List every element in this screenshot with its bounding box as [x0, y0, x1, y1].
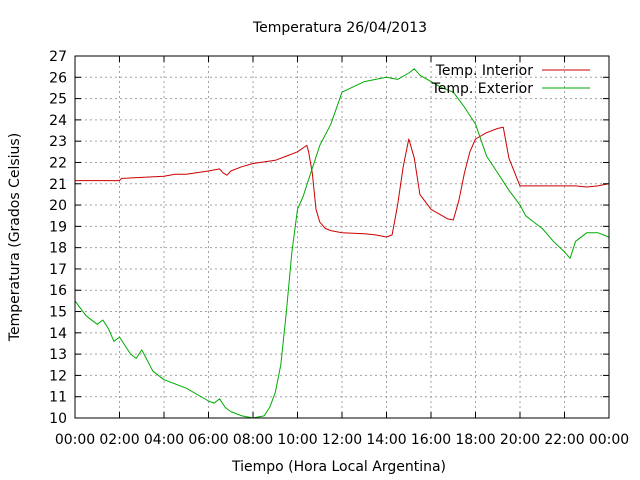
y-tick-label: 26	[49, 70, 67, 86]
x-tick-label: 12:00	[322, 432, 362, 448]
x-tick-label: 00:00	[55, 432, 95, 448]
series-line-interior	[75, 126, 609, 238]
y-tick-label: 17	[49, 262, 67, 278]
x-tick-label: 22:00	[544, 432, 584, 448]
chart-title: Temperatura 26/04/2013	[252, 20, 427, 36]
x-tick-label: 20:00	[500, 432, 540, 448]
x-tick-label: 08:00	[233, 432, 273, 448]
legend-label: Temp. Interior	[435, 63, 534, 79]
y-axis-label: Temperatura (Grados Celsius)	[7, 133, 23, 342]
y-tick-label: 24	[49, 113, 67, 129]
y-tick-label: 13	[49, 347, 67, 363]
ticks: 10 11 12 13 14 15 16 17 18 19 20 21 22 23 24 25 26 27 00:0…	[49, 49, 629, 448]
y-tick-label: 10	[49, 411, 67, 427]
y-tick-label: 18	[49, 241, 67, 257]
series-line-exterior	[74, 68, 609, 419]
x-tick-label: 06:00	[188, 432, 228, 448]
y-tick-label: 12	[49, 368, 67, 384]
x-tick-label: 18:00	[455, 432, 495, 448]
y-tick-label: 25	[49, 92, 67, 108]
x-tick-label: 00:00	[589, 432, 629, 448]
x-axis-label: Tiempo (Hora Local Argentina)	[231, 459, 446, 475]
series-lines	[74, 68, 609, 419]
y-tick-label: 22	[49, 155, 67, 171]
y-tick-label: 19	[49, 219, 67, 235]
y-tick-label: 14	[49, 326, 67, 342]
y-tick-label: 15	[49, 305, 67, 321]
x-tick-label: 04:00	[144, 432, 184, 448]
y-tick-label: 23	[49, 134, 67, 150]
y-tick-label: 20	[49, 198, 67, 214]
legend-label: Temp. Exterior	[431, 81, 534, 97]
grid	[75, 56, 609, 418]
y-tick-label: 11	[49, 390, 67, 406]
x-tick-label: 10:00	[277, 432, 317, 448]
y-tick-label: 16	[49, 283, 67, 299]
x-tick-label: 16:00	[411, 432, 451, 448]
y-tick-label: 27	[49, 49, 67, 65]
y-tick-label: 21	[49, 177, 67, 193]
x-tick-label: 02:00	[99, 432, 139, 448]
legend: Temp. Interior Temp. Exterior	[431, 63, 590, 97]
x-tick-label: 14:00	[366, 432, 406, 448]
